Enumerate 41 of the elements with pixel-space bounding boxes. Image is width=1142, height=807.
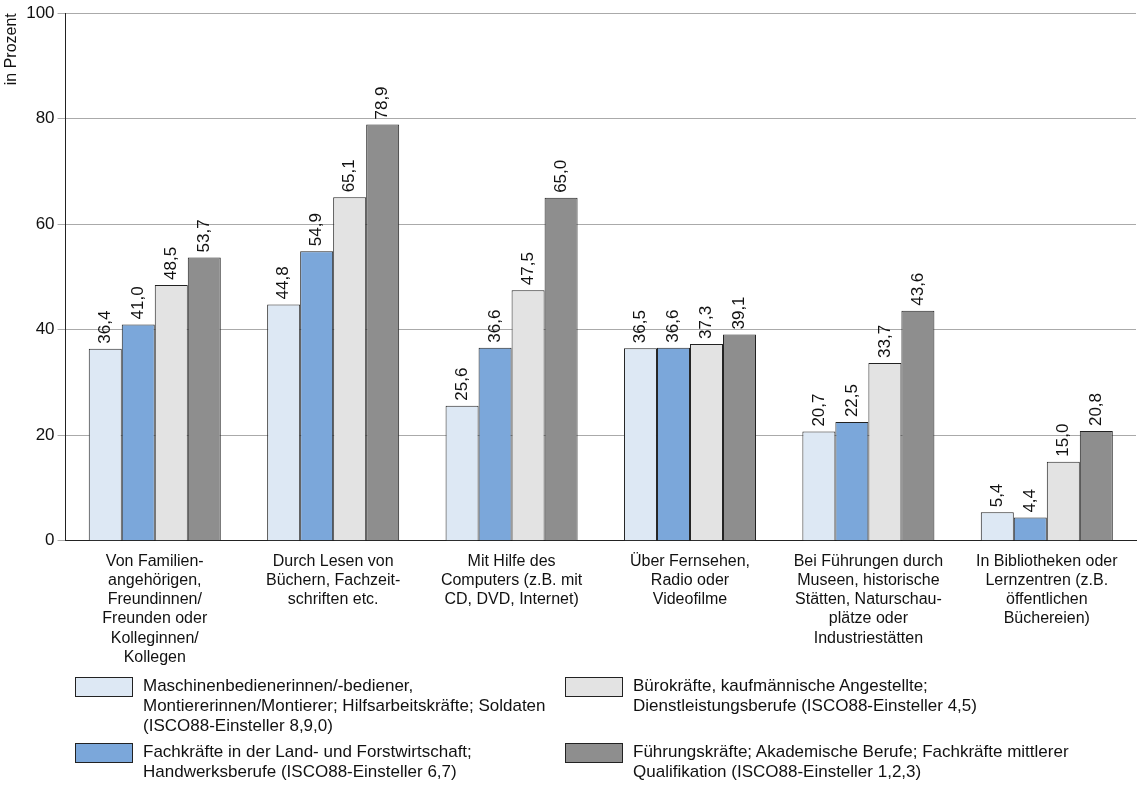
y-tick-label: 40 bbox=[35, 319, 55, 339]
data-label: 53,7 bbox=[193, 219, 213, 253]
data-label: 78,9 bbox=[372, 86, 392, 120]
legend-label: Bürokräfte, kaufmännische Angestellte; Dienstleistungsberufe (ISCO88-Einsteller 4,5) bbox=[633, 676, 978, 716]
data-label: 22,5 bbox=[841, 384, 861, 418]
y-tick-label: 0 bbox=[45, 530, 55, 550]
data-label: 36,4 bbox=[94, 310, 114, 344]
legend-label: Führungskräfte; Akademische Berufe; Fachkräfte mittlerer Qualifikation (ISCO88-Einsteller 1,2,3) bbox=[633, 742, 1070, 782]
data-label: 41,0 bbox=[127, 286, 147, 320]
x-tick-label: Mit Hilfe des Computers (z.B. mit CD, DVD, Internet) bbox=[440, 551, 583, 608]
data-label: 4,4 bbox=[1019, 488, 1039, 513]
data-label: 65,1 bbox=[339, 159, 359, 193]
data-label: 54,9 bbox=[306, 213, 326, 247]
data-label: 36,5 bbox=[630, 310, 650, 344]
data-label: 43,6 bbox=[907, 272, 927, 306]
legend-label: Fachkräfte in der Land- und Forstwirtschaft; Handwerksberufe (ISCO88-Einsteller 6,7) bbox=[143, 742, 473, 782]
data-label: 65,0 bbox=[550, 159, 570, 193]
data-label: 5,4 bbox=[986, 483, 1006, 508]
data-label: 20,7 bbox=[808, 393, 828, 427]
data-label: 37,3 bbox=[696, 305, 716, 340]
data-label: 36,6 bbox=[663, 309, 683, 343]
x-tick-label: Durch Lesen von Büchern, Fachzeit-schriften etc. bbox=[266, 551, 401, 608]
data-label: 48,5 bbox=[160, 246, 180, 280]
data-label: 44,8 bbox=[273, 266, 293, 300]
data-label: 33,7 bbox=[874, 324, 894, 358]
data-label: 25,6 bbox=[451, 367, 471, 401]
legend-label: Maschinenbedienerinnen/-bediener, Montiererinnen/Montierer; Hilfsarbeitskräfte; Soldaten (ISCO88-Einsteller 8,9,0) bbox=[143, 676, 547, 736]
data-label: 20,8 bbox=[1085, 392, 1105, 427]
y-tick-label: 60 bbox=[35, 213, 55, 233]
x-tick-label: Über Fernsehen, Radio oder Videofilme bbox=[629, 551, 751, 608]
y-axis-title: in Prozent bbox=[2, 12, 20, 86]
y-tick-label: 100 bbox=[26, 2, 55, 22]
data-label: 39,1 bbox=[729, 296, 749, 330]
y-tick-label: 20 bbox=[35, 424, 55, 444]
x-tick-label: In Bibliotheken oder Lernzentren (z.B. öffentlichen Büchereien) bbox=[976, 551, 1119, 627]
x-tick-label: Von Familien-angehörigen, Freundinnen/Freunden oder Kolleginnen/Kollegen bbox=[102, 551, 208, 665]
y-tick-label: 80 bbox=[35, 108, 55, 128]
data-label: 47,5 bbox=[517, 252, 537, 286]
data-label: 15,0 bbox=[1052, 423, 1072, 457]
x-tick-label: Bei Führungen durch Museen, historische Stätten, Naturschau-plätze oder Industriestätten bbox=[793, 551, 944, 646]
data-label: 36,6 bbox=[484, 309, 504, 343]
